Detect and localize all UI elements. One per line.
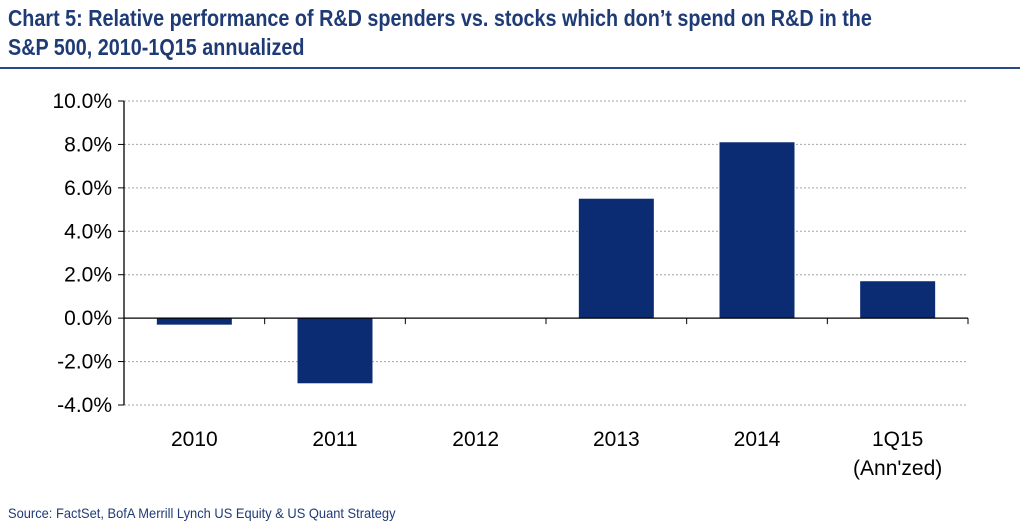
- bar: [156, 318, 232, 325]
- chart-title: Chart 5: Relative performance of R&D spe…: [8, 4, 877, 62]
- source-note: Source: FactSet, BofA Merrill Lynch US E…: [8, 505, 396, 521]
- x-tick-label: 2010: [171, 428, 218, 451]
- x-tick-label: 2011: [312, 428, 357, 451]
- y-tick-label: 6.0%: [64, 177, 112, 200]
- y-tick-label: -2.0%: [57, 351, 112, 374]
- title-divider: [0, 67, 1020, 69]
- x-tick-label: 2013: [593, 428, 640, 451]
- y-tick-label: 8.0%: [64, 133, 112, 156]
- bar: [719, 142, 795, 319]
- y-tick-label: 0.0%: [64, 307, 112, 330]
- bar: [860, 281, 936, 319]
- y-tick-label: 4.0%: [64, 220, 112, 243]
- chart-title-line-1: Chart 5: Relative performance of R&D spe…: [8, 5, 872, 31]
- x-tick-label: 2014: [734, 428, 781, 451]
- y-tick-label: 2.0%: [64, 264, 112, 287]
- x-tick-label: (Ann'zed): [853, 457, 942, 480]
- x-tick-label: 1Q15: [872, 428, 923, 451]
- y-tick-label: 10.0%: [52, 90, 112, 113]
- bar: [297, 318, 373, 384]
- x-tick-label: 2012: [452, 428, 499, 451]
- chart-title-line-2: S&P 500, 2010-1Q15 annualized: [8, 34, 305, 60]
- bar: [578, 198, 654, 319]
- y-tick-label: -4.0%: [57, 394, 112, 417]
